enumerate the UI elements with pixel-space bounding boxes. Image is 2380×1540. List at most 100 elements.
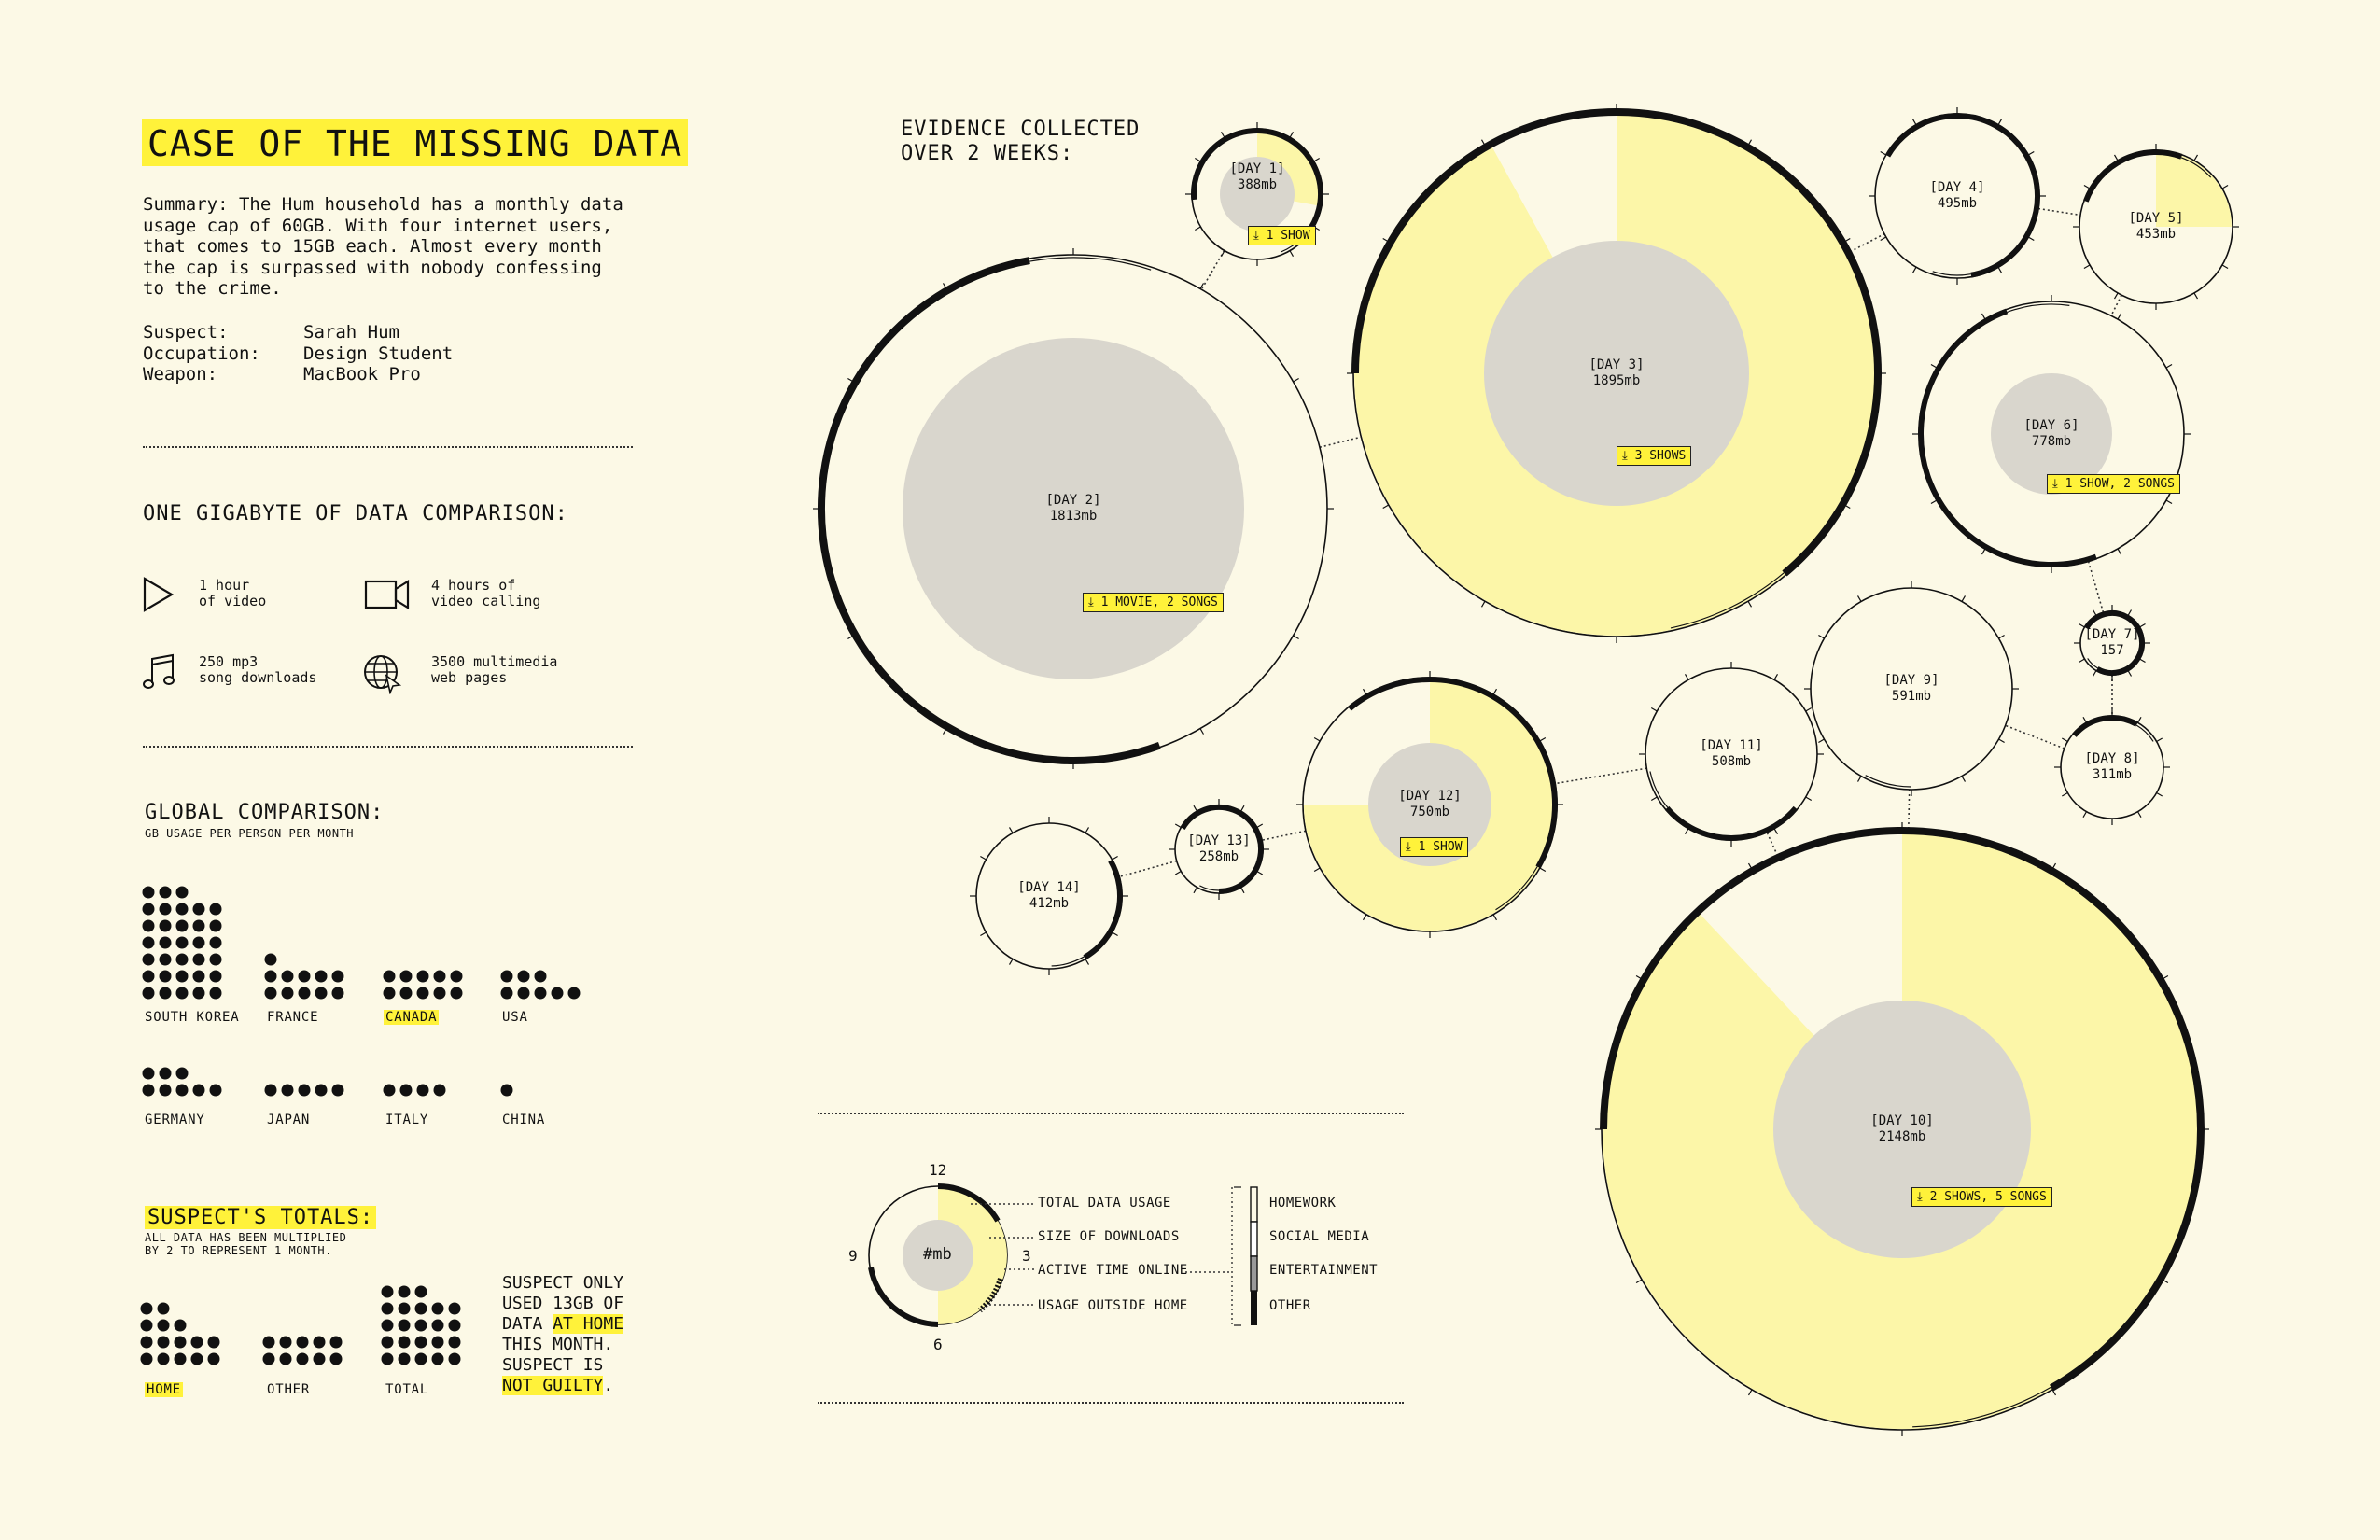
connector-line [1200,250,1225,290]
clock-tick [1174,823,1182,829]
clock-tick [1174,870,1182,875]
clock-tick [1480,600,1486,608]
dot-grid [264,1084,344,1097]
data-dot [331,987,344,1000]
comparison-line: 3500 multimedia [431,653,558,670]
clock-tick [1997,266,2003,273]
day-bubble [1869,107,2046,285]
day-number: [DAY 3] [1589,357,1645,372]
clock-tick [1818,634,1825,639]
clock-tick [1981,313,1986,320]
data-dot [433,987,446,1000]
day-bubble [2073,144,2239,310]
day-usage: 157 [2100,643,2124,658]
verdict-fragment: . [603,1376,614,1395]
clock-tick [1805,707,1813,712]
data-dot [142,1067,155,1080]
comparison-line: 1 hour [199,577,250,594]
dot-grid-italy [383,1027,476,1098]
connector-line [1555,767,1647,785]
outside-home-arc [1912,1386,2051,1428]
day-label: [DAY 10] 2148mb [1870,1113,1933,1145]
connector-line [2110,294,2122,316]
clock-tick [2051,1389,2057,1396]
clock-tick [1539,867,1547,873]
data-dot [264,1084,277,1097]
day-label: [DAY 3] 1895mb [1589,357,1644,389]
connector-line [2005,724,2065,749]
clock-tick [1382,504,1390,510]
video-camera-icon [364,580,410,609]
clock-tick [1880,236,1887,242]
day-label: [DAY 2] 1813mb [1045,493,1100,525]
clock-tick [1492,688,1498,695]
clock-tick [2083,184,2091,189]
clock-tick [1805,796,1813,802]
data-dot [140,1352,153,1365]
outside-home-arc [2087,658,2098,669]
clock-tick [1930,499,1938,505]
data-dot [551,987,564,1000]
data-dot [192,903,205,916]
day-number: [DAY 6] [2023,418,2079,433]
data-dot [450,970,463,983]
case-facts: Suspect: Sarah Hum Occupation: Design Stud… [143,322,453,385]
clock-tick [1930,363,1938,369]
data-dot [431,1352,444,1365]
totals-note: ALL DATA HAS BEEN MULTIPLIED BY 2 TO REP… [145,1231,347,1257]
clock-tick [1199,283,1205,289]
data-dot [157,1352,170,1365]
day-bubble [2054,709,2170,825]
data-dot [433,970,446,983]
download-tag: ⤓ 1 SHOW [1248,226,1316,245]
day-number: [DAY 8] [2084,751,2140,766]
data-dot [209,903,222,916]
data-dot [159,1084,172,1097]
data-dot [262,1336,275,1349]
usage-core [1220,157,1295,231]
data-dot [175,903,189,916]
data-dot [414,1319,427,1332]
clock-tick [1998,738,2005,744]
clock-tick [980,855,987,861]
data-dot [192,970,205,983]
clock-tick [847,635,854,640]
connector-line [2037,207,2081,217]
day-label: [DAY 5] 453mb [2128,211,2183,243]
active-time-arc [1664,805,1799,841]
data-dot [192,936,205,949]
day-number: [DAY 12] [1398,789,1462,804]
data-dot [209,970,222,983]
dot-grid [142,886,222,1000]
legend-key-active: ACTIVE TIME ONLINE [1038,1263,1188,1278]
day-label: [DAY 7] 157 [2084,627,2139,659]
clock-tick [1008,959,1014,965]
clock-tick [2027,150,2035,156]
clock-tick [2139,658,2146,664]
legend-clock-3: 3 [1022,1247,1031,1265]
verdict-text: SUSPECT ONLY USED 13GB OF DATA AT HOME T… [502,1273,624,1396]
clock-tick [1961,776,1967,782]
data-dot [192,919,205,932]
country-label: CHINA [502,1113,546,1127]
download-wedge [2156,151,2232,227]
day-number: [DAY 7] [2084,627,2140,642]
legend-key-outside: USAGE OUTSIDE HOME [1038,1298,1188,1313]
data-dot [399,1084,413,1097]
comparison-line: 4 hours of [431,577,516,594]
day-number: [DAY 4] [1929,180,1985,195]
day-usage: 453mb [2135,227,2177,242]
data-dot [431,1302,444,1315]
fact-key: Weapon: [143,364,218,385]
dot-grid [500,1084,513,1097]
data-dot [433,1084,446,1097]
active-time-arc [2083,610,2145,676]
clock-tick [2082,717,2088,723]
page-title: CASE OF THE MISSING DATA [142,119,689,166]
connector-line [2087,561,2105,613]
data-dot [207,1352,220,1365]
day-label: [DAY 12] 750mb [1398,789,1461,820]
day-number: [DAY 1] [1229,161,1285,176]
verdict-highlight: AT HOME [553,1314,624,1334]
data-dot [298,1084,311,1097]
